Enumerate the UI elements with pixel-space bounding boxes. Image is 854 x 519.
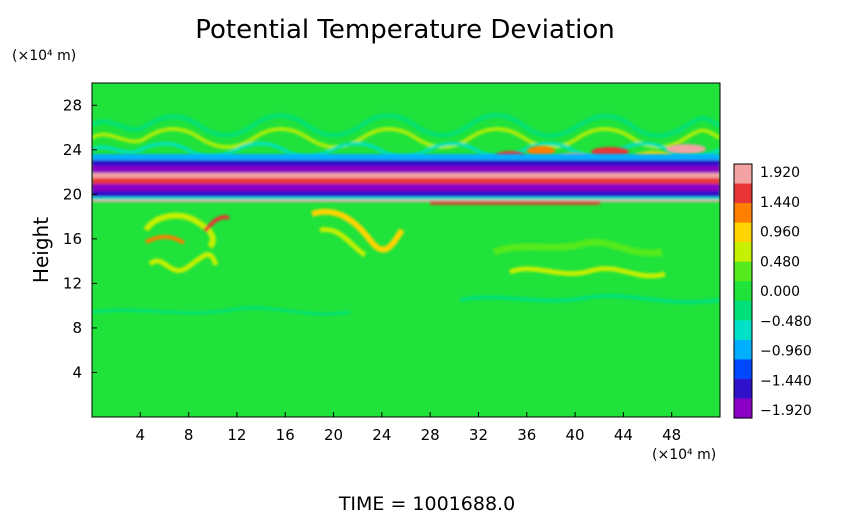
colorbar-blocks bbox=[734, 164, 752, 419]
y-axis-ticks: 4 8 12 16 20 24 28 bbox=[63, 96, 97, 381]
colorbar-labels: 1.920 1.440 0.960 0.480 0.000 −0.480 −0.960 −1.… bbox=[760, 165, 812, 419]
x-tick-label: 20 bbox=[324, 426, 343, 444]
time-label: TIME = 1001688.0 bbox=[338, 493, 515, 515]
x-tick-label: 16 bbox=[276, 426, 295, 444]
x-tick-label: 28 bbox=[421, 426, 440, 444]
colorbar-block bbox=[734, 281, 752, 302]
colorbar-label: −0.480 bbox=[760, 314, 812, 330]
colorbar: 1.920 1.440 0.960 0.480 0.000 −0.480 −0.960 −1.… bbox=[733, 163, 812, 419]
colorbar-label: 0.480 bbox=[760, 254, 800, 270]
colorbar-block bbox=[734, 203, 752, 224]
y-tick-label: 20 bbox=[63, 185, 82, 203]
x-tick-label: 8 bbox=[184, 426, 194, 444]
plot-background bbox=[92, 83, 720, 417]
colorbar-block bbox=[734, 398, 752, 419]
plot-frame bbox=[91, 82, 721, 418]
colorbar-block bbox=[734, 242, 752, 263]
y-axis-label: Height bbox=[29, 217, 53, 283]
y-tick-label: 12 bbox=[63, 274, 82, 292]
colorbar-label: 0.000 bbox=[760, 284, 800, 300]
y-tick-label: 4 bbox=[72, 363, 82, 381]
heatmap-field bbox=[92, 112, 720, 316]
y-unit-label: (×10⁴ m) bbox=[12, 48, 76, 64]
colorbar-label: −1.440 bbox=[760, 373, 812, 389]
colorbar-block bbox=[734, 359, 752, 380]
x-unit-label: (×10⁴ m) bbox=[652, 447, 716, 463]
colorbar-label: 1.440 bbox=[760, 195, 800, 211]
x-tick-label: 4 bbox=[136, 426, 146, 444]
y-tick-label: 28 bbox=[63, 96, 82, 114]
colorbar-label: −0.960 bbox=[760, 344, 812, 360]
y-tick-label: 24 bbox=[63, 141, 82, 159]
x-tick-label: 32 bbox=[469, 426, 488, 444]
colorbar-block bbox=[734, 300, 752, 321]
colorbar-block bbox=[734, 339, 752, 360]
x-tick-label: 48 bbox=[662, 426, 681, 444]
chart-title: Potential Temperature Deviation bbox=[195, 15, 615, 45]
colorbar-block bbox=[734, 378, 752, 400]
convective-plumes bbox=[92, 208, 720, 316]
x-tick-label: 40 bbox=[566, 426, 585, 444]
x-tick-label: 36 bbox=[517, 426, 536, 444]
x-axis-ticks: 4 8 12 16 20 24 28 32 36 40 44 48 bbox=[136, 412, 681, 444]
stratospheric-bands bbox=[92, 154, 720, 205]
y-tick-label: 8 bbox=[72, 319, 82, 337]
colorbar-label: −1.920 bbox=[760, 403, 812, 419]
x-tick-label: 44 bbox=[614, 426, 633, 444]
colorbar-block bbox=[734, 320, 752, 341]
colorbar-block bbox=[734, 261, 752, 282]
colorbar-frame bbox=[733, 163, 753, 419]
colorbar-block bbox=[734, 222, 752, 243]
x-tick-label: 24 bbox=[372, 426, 391, 444]
colorbar-label: 1.920 bbox=[760, 165, 800, 181]
x-tick-label: 12 bbox=[227, 426, 246, 444]
colorbar-block bbox=[734, 183, 752, 204]
colorbar-label: 0.960 bbox=[760, 225, 800, 241]
colorbar-block bbox=[734, 164, 752, 185]
y-tick-label: 16 bbox=[63, 230, 82, 248]
